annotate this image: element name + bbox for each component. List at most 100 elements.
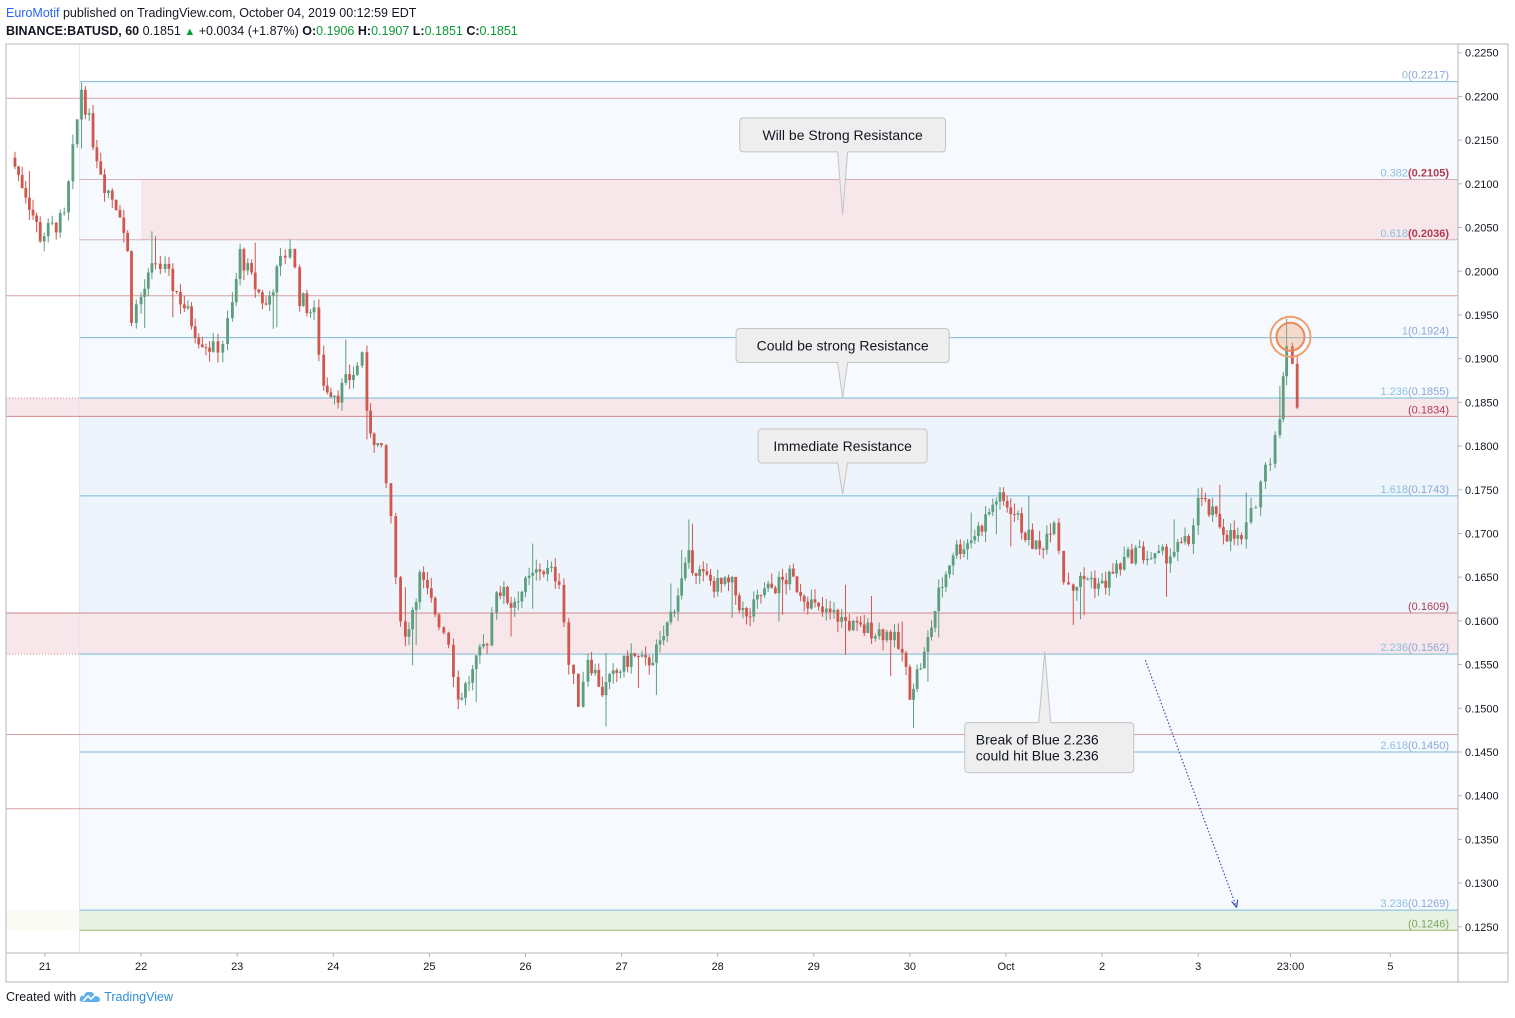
- candle-body: [1207, 499, 1211, 516]
- green-zone: [6, 910, 1458, 931]
- candle-body: [110, 190, 114, 200]
- candle-body: [777, 576, 781, 594]
- price-tick-label: 0.1650: [1465, 572, 1499, 584]
- candle-body: [1031, 529, 1034, 549]
- candle-body: [922, 651, 926, 669]
- candle-body: [1049, 533, 1052, 535]
- candle-body: [994, 501, 998, 505]
- candle-body: [1183, 535, 1187, 543]
- candle-body: [62, 212, 66, 214]
- candle-body: [673, 611, 676, 613]
- marker-circle-outer: [1269, 315, 1312, 358]
- candle-body: [279, 255, 282, 267]
- price-tick-label: 0.1850: [1465, 397, 1499, 409]
- candle-body: [1016, 513, 1020, 515]
- candle-body: [200, 344, 204, 348]
- candle-body: [1142, 546, 1145, 561]
- candle-body: [698, 569, 702, 577]
- candle-body: [908, 666, 912, 700]
- time-tick-label: 21: [39, 961, 51, 973]
- author-link[interactable]: EuroMotif: [6, 6, 60, 20]
- candle-body: [687, 550, 691, 563]
- fib-price: (0.1609): [1408, 601, 1449, 613]
- candle-body: [870, 622, 873, 639]
- candle-body: [618, 671, 622, 673]
- candle-body: [50, 222, 54, 224]
- candle-body: [99, 161, 103, 175]
- candle-body: [1225, 534, 1229, 542]
- candle-body: [1093, 577, 1097, 589]
- fib-level-label: 2.618(0.1450): [1380, 740, 1449, 752]
- price-tick-label: 0.1500: [1465, 703, 1499, 715]
- candle-body: [969, 540, 973, 544]
- candle-body: [1295, 363, 1299, 408]
- candle-body: [1273, 435, 1277, 464]
- price-tick-label: 0.1800: [1465, 441, 1499, 453]
- candle-body: [604, 682, 608, 696]
- candle-body: [727, 577, 730, 583]
- time-tick-label: Oct: [997, 961, 1014, 973]
- candle-body: [429, 588, 433, 598]
- time-tick-label: 22: [135, 961, 147, 973]
- candle-body: [1002, 492, 1005, 501]
- fib-ratio: 1: [1402, 326, 1408, 338]
- candle-body: [855, 620, 859, 623]
- candle-body: [802, 595, 806, 602]
- time-tick-label: 25: [423, 961, 435, 973]
- candle-body: [1222, 527, 1225, 535]
- fib-level-label: 3.236(0.1269): [1380, 898, 1449, 910]
- candle-body: [593, 669, 597, 674]
- candle-body: [615, 670, 619, 673]
- fib-price: (0.1246): [1408, 918, 1449, 930]
- symbol-label: BINANCE:BATUSD, 60: [6, 24, 140, 38]
- candle-body: [355, 365, 359, 375]
- candle-body: [962, 549, 966, 554]
- candle-body: [379, 443, 383, 446]
- price-tick-label: 0.1600: [1465, 616, 1499, 628]
- candle-body: [1244, 522, 1248, 540]
- candle-body: [234, 278, 238, 303]
- candle-body: [426, 579, 429, 589]
- time-tick-label: 27: [615, 961, 627, 973]
- price-tick-label: 0.1700: [1465, 528, 1499, 540]
- candle-body: [107, 190, 110, 194]
- time-tick-label: 28: [712, 961, 724, 973]
- tradingview-logo[interactable]: TradingView: [79, 990, 173, 1004]
- candle-body: [91, 113, 95, 148]
- fib-level-label: 1.618(0.1743): [1380, 484, 1449, 496]
- candle-body: [546, 567, 550, 575]
- candle-body: [1079, 575, 1082, 588]
- fib-level-label: 2.236(0.1562): [1380, 642, 1449, 654]
- candle-body: [836, 609, 840, 622]
- candle-body: [221, 344, 225, 353]
- candle-body: [531, 572, 535, 576]
- candle-body: [1264, 464, 1267, 482]
- callout-bubble: [757, 428, 928, 495]
- candle-body: [298, 267, 302, 306]
- candle-body: [87, 113, 91, 115]
- candle-body: [348, 374, 352, 381]
- callout-text: could hit Blue 3.236: [976, 748, 1099, 764]
- candle-body: [197, 337, 201, 345]
- candle-body: [1034, 540, 1038, 549]
- close-value: 0.1851: [479, 24, 518, 38]
- candle-body: [980, 525, 984, 532]
- candle-body: [755, 594, 759, 600]
- candle-body: [1089, 577, 1093, 580]
- candle-body: [1254, 507, 1258, 509]
- candle-body: [553, 566, 557, 582]
- price-tick-label: 0.1450: [1465, 747, 1499, 759]
- time-tick-label: 29: [808, 961, 820, 973]
- candle-body: [478, 646, 482, 656]
- candle-body: [622, 655, 626, 672]
- candle-body: [27, 197, 31, 210]
- candle-body: [376, 443, 380, 446]
- candle-body: [411, 609, 414, 630]
- fib-ratio: 0: [1402, 70, 1408, 82]
- candle-body: [1259, 481, 1263, 508]
- time-tick-label: 26: [519, 961, 531, 973]
- candle-body: [471, 669, 475, 683]
- candle-body: [885, 631, 889, 641]
- chart-frame: [5, 43, 1509, 983]
